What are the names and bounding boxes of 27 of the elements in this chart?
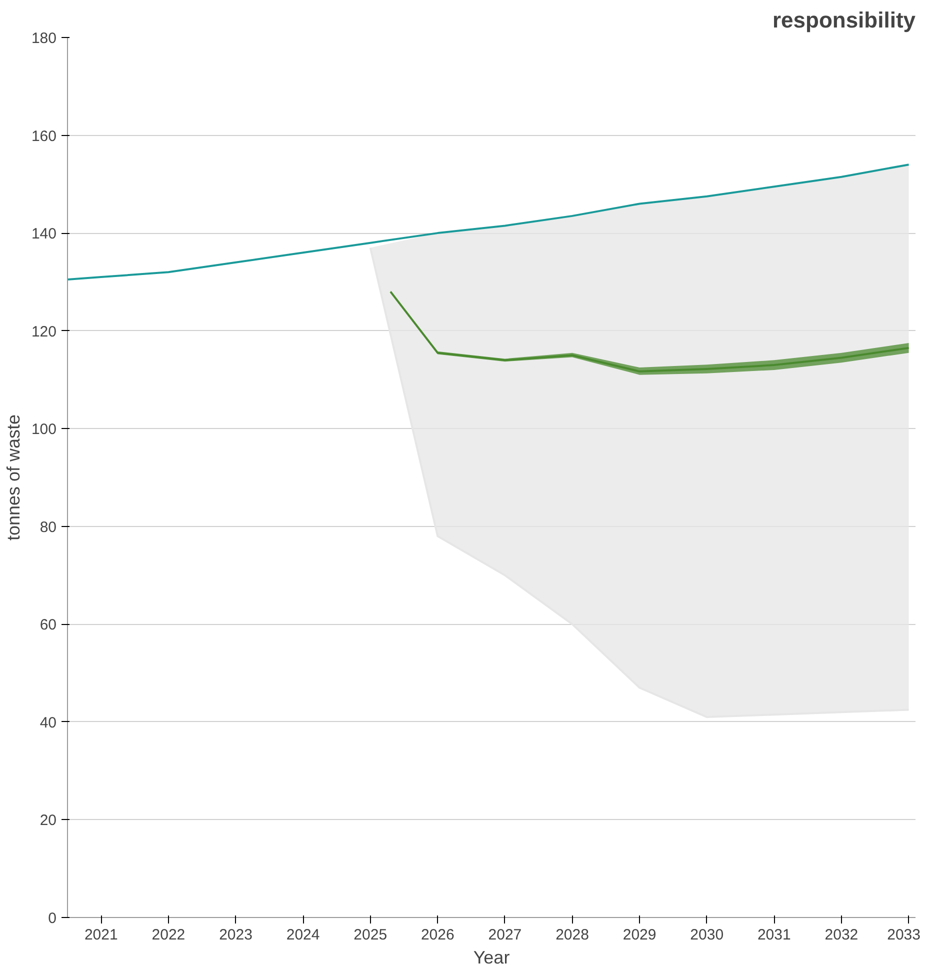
y-tick-label: 80 [40, 518, 57, 536]
x-tick-label: 2023 [219, 926, 252, 944]
x-tick-label: 2031 [757, 926, 791, 944]
x-tick-label: 2033 [887, 926, 921, 944]
x-tick-label: 2032 [824, 926, 858, 944]
x-tick-label: 2029 [622, 926, 656, 944]
y-tick-label: 20 [40, 812, 57, 830]
x-tick-label: 2028 [556, 926, 589, 944]
line-series [68, 164, 910, 280]
x-tick-label: 2027 [488, 926, 522, 944]
y-tick-label: 0 [48, 910, 56, 927]
x-axis-title: Year [473, 948, 510, 968]
x-tick-label: 2025 [354, 926, 388, 944]
y-tick-label: 160 [31, 128, 57, 145]
x-tick-label: 2021 [84, 926, 118, 944]
y-tick-label: 140 [31, 226, 57, 243]
y-tick-label: 60 [40, 616, 57, 634]
chart-title: responsibility [772, 8, 916, 32]
y-tick-label: 100 [31, 421, 57, 438]
x-tick-label: 2030 [690, 926, 724, 944]
x-tick-label: 2026 [420, 926, 454, 944]
y-axis-title: tonnes of waste [3, 414, 24, 541]
x-tick-label: 2022 [152, 926, 186, 944]
y-tick-label: 180 [31, 30, 57, 47]
y-tick-label: 40 [40, 714, 57, 732]
x-tick-label: 2024 [286, 926, 320, 944]
y-tick-label: 120 [31, 323, 57, 340]
